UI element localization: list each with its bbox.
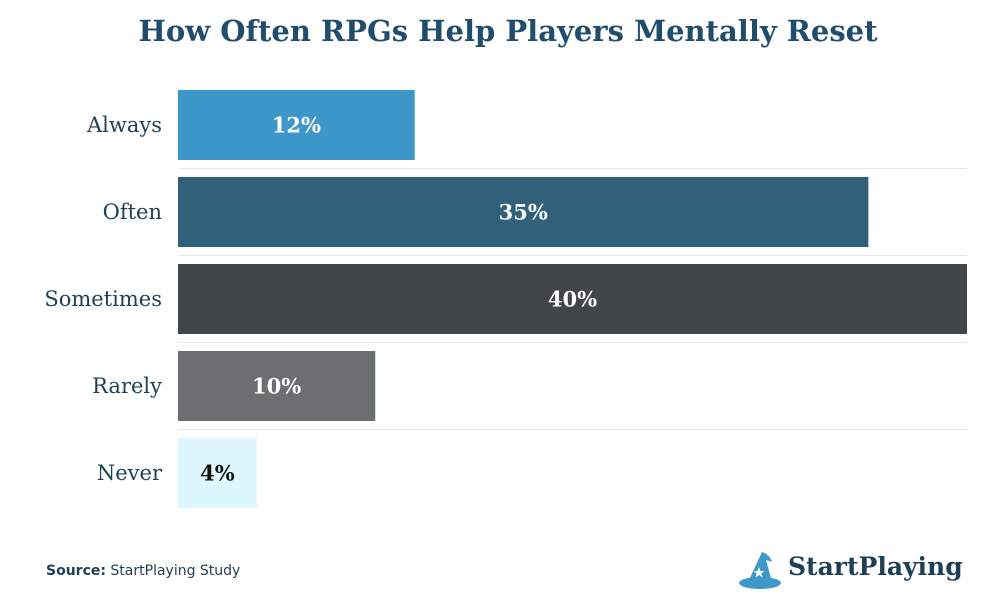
- source-note: Source: StartPlaying Study: [46, 563, 240, 579]
- bar-often: [178, 177, 869, 247]
- category-label-sometimes: Sometimes: [44, 287, 162, 311]
- source-text: StartPlaying Study: [110, 563, 241, 579]
- value-label-often: 35%: [499, 200, 548, 225]
- value-label-rarely: 10%: [252, 374, 301, 399]
- wizard-hat-icon: [739, 552, 781, 589]
- chart-title: How Often RPGs Help Players Mentally Res…: [138, 14, 878, 48]
- category-label-never: Never: [97, 461, 163, 485]
- bar-sometimes: [178, 264, 967, 334]
- category-label-rarely: Rarely: [92, 374, 162, 398]
- value-label-never: 4%: [200, 461, 235, 486]
- category-label-always: Always: [86, 113, 162, 137]
- source-prefix: Source:: [46, 563, 106, 579]
- brand-name: StartPlaying: [788, 552, 963, 581]
- value-label-always: 12%: [272, 113, 321, 138]
- bar-always: [178, 90, 415, 160]
- brand-logo: StartPlaying: [738, 548, 978, 592]
- value-label-sometimes: 40%: [548, 287, 597, 312]
- bar-rarely: [178, 351, 376, 421]
- category-label-often: Often: [103, 200, 162, 224]
- bar-chart: Always 12% Often 35% Sometimes 40% Rarely 10% Ne…: [44, 90, 967, 508]
- bar-never: [178, 438, 257, 508]
